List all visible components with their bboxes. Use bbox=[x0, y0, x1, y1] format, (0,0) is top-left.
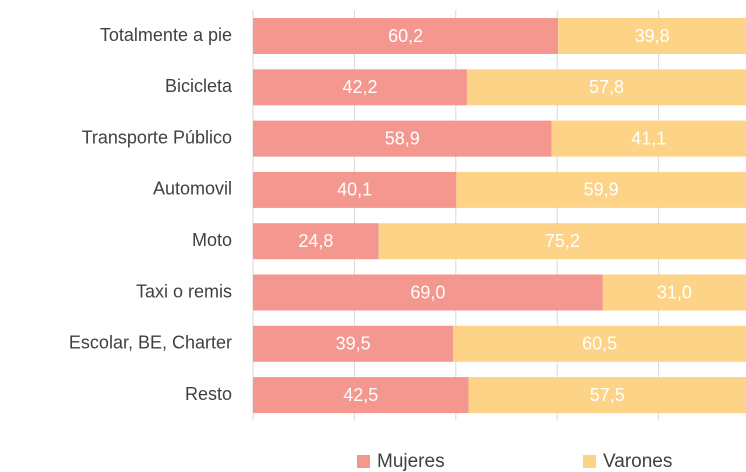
value-label: 75,2 bbox=[545, 231, 580, 251]
value-label: 57,5 bbox=[590, 385, 625, 405]
value-label: 40,1 bbox=[337, 180, 372, 200]
value-label: 60,2 bbox=[388, 26, 423, 46]
value-label: 39,5 bbox=[336, 334, 371, 354]
legend-label: Varones bbox=[603, 451, 672, 472]
category-label: Totalmente a pie bbox=[100, 25, 232, 45]
bar-segment bbox=[378, 223, 746, 260]
bar-segment bbox=[253, 171, 457, 208]
category-label: Escolar, BE, Charter bbox=[69, 333, 232, 353]
legend-swatch bbox=[357, 455, 370, 468]
value-label: 41,1 bbox=[631, 128, 666, 148]
bar-segment bbox=[253, 18, 559, 54]
bar-segment bbox=[253, 120, 552, 157]
category-label: Automovil bbox=[153, 179, 232, 199]
category-label: Resto bbox=[185, 384, 232, 404]
bar-segment bbox=[551, 120, 746, 157]
value-label: 24,8 bbox=[298, 231, 333, 251]
category-label: Bicicleta bbox=[165, 76, 233, 96]
value-label: 42,2 bbox=[342, 77, 377, 97]
bar-segment bbox=[468, 377, 746, 414]
category-label: Taxi o remis bbox=[136, 281, 232, 301]
bar-segment bbox=[466, 69, 746, 106]
bar-segment bbox=[602, 274, 746, 311]
value-label: 59,9 bbox=[584, 180, 619, 200]
value-label: 57,8 bbox=[589, 77, 624, 97]
bar-segment bbox=[253, 325, 454, 362]
legend-swatch bbox=[583, 455, 596, 468]
value-label: 60,5 bbox=[582, 334, 617, 354]
legend-label: Mujeres bbox=[377, 451, 445, 472]
category-label: Transporte Público bbox=[82, 127, 232, 147]
bar-segment bbox=[453, 325, 746, 362]
bar-segment bbox=[253, 223, 379, 260]
bar-segment bbox=[456, 171, 746, 208]
bar-segment bbox=[253, 377, 469, 414]
value-label: 69,0 bbox=[410, 282, 445, 302]
bar-segment bbox=[253, 274, 603, 311]
value-label: 42,5 bbox=[343, 385, 378, 405]
value-label: 39,8 bbox=[635, 26, 670, 46]
bar-segment bbox=[253, 69, 467, 106]
value-label: 58,9 bbox=[385, 128, 420, 148]
category-label: Moto bbox=[192, 230, 232, 250]
value-label: 31,0 bbox=[657, 282, 692, 302]
bar-segment bbox=[558, 18, 746, 54]
